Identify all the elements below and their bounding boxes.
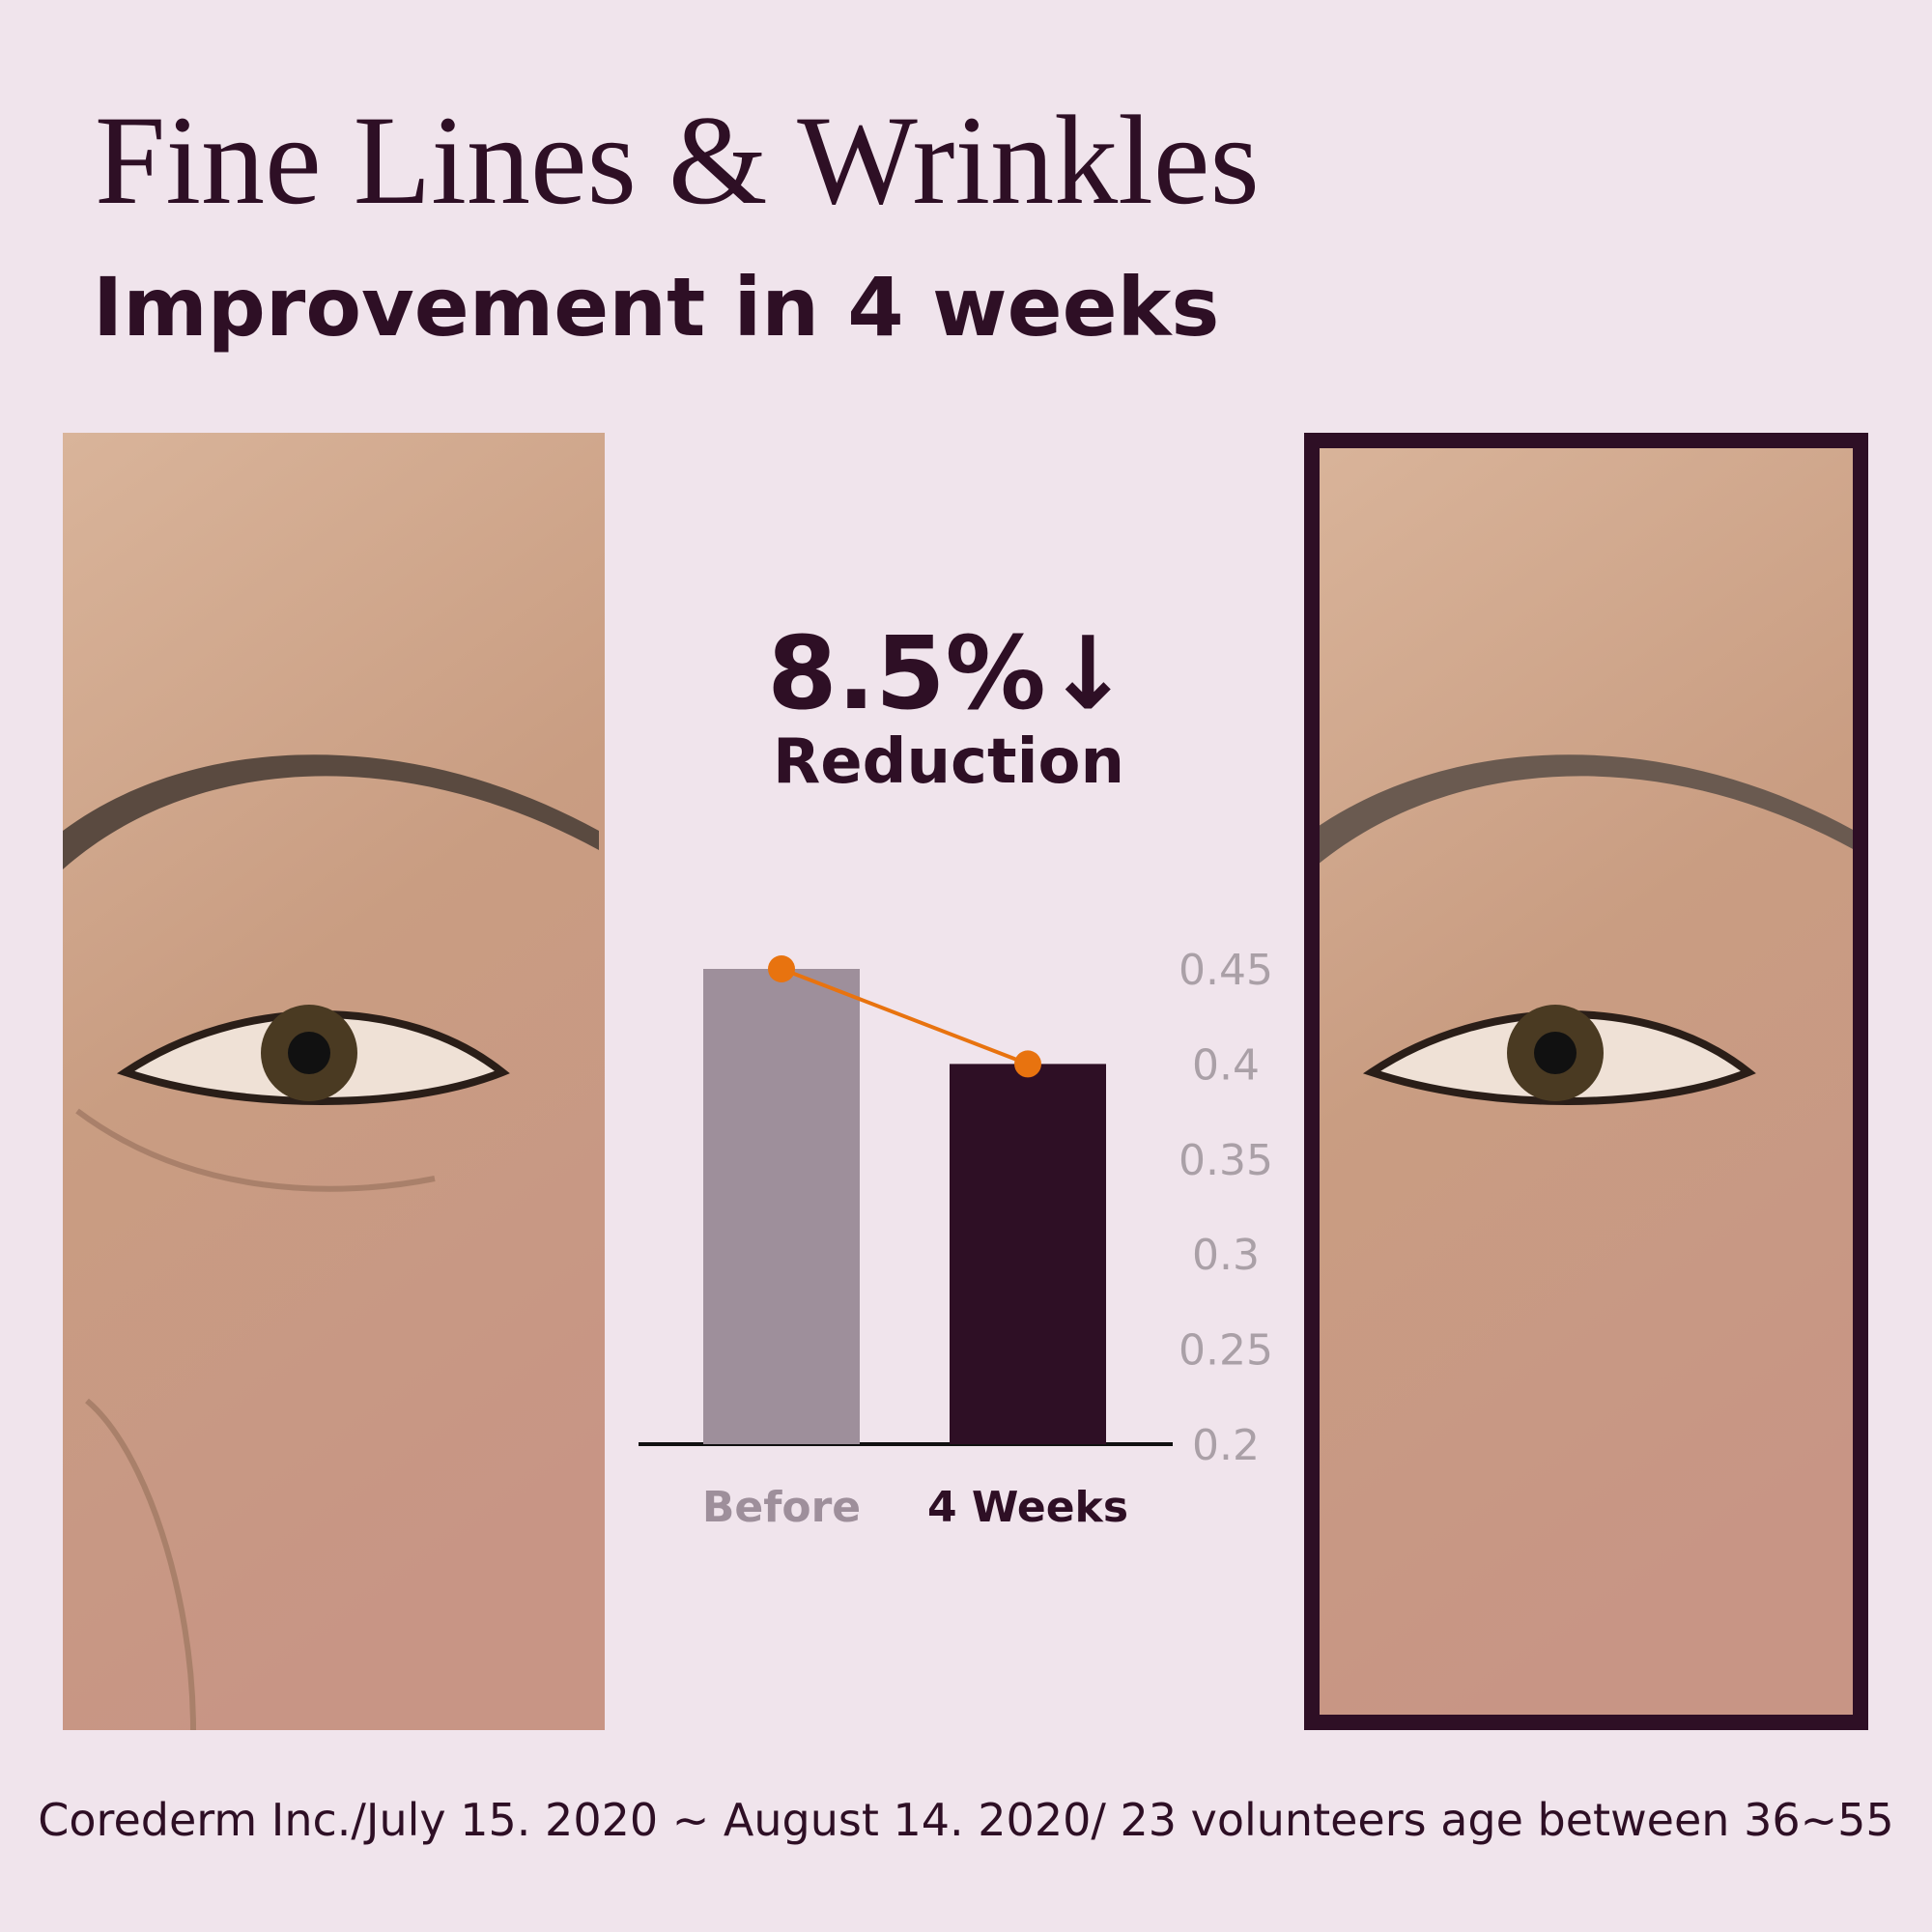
y-tick-label: 0.4 xyxy=(1192,1040,1260,1090)
y-tick-label: 0.25 xyxy=(1179,1326,1273,1376)
y-tick-label: 0.2 xyxy=(1192,1421,1260,1470)
footnote: Corederm Inc./July 15. 2020 ~ August 14.… xyxy=(38,1794,1893,1846)
trend-point xyxy=(1014,1050,1041,1078)
trend-point xyxy=(768,955,795,982)
after-photo xyxy=(1304,433,1868,1730)
bar xyxy=(703,969,860,1444)
bar xyxy=(950,1064,1106,1444)
title: Fine Lines & Wrinkles xyxy=(95,89,1260,231)
annotation-label: Reduction xyxy=(773,726,1124,798)
y-tick-label: 0.45 xyxy=(1179,946,1273,995)
y-tick-label: 0.35 xyxy=(1179,1136,1273,1185)
subtitle: Improvement in 4 weeks xyxy=(93,260,1219,355)
before-photo xyxy=(63,433,605,1731)
y-tick-label: 0.3 xyxy=(1192,1231,1260,1280)
x-tick-label: Before xyxy=(702,1483,861,1532)
trend-line xyxy=(781,967,1029,1066)
x-tick-label: 4 Weeks xyxy=(927,1483,1128,1532)
annotation: 8.5%↓ xyxy=(767,614,1130,732)
